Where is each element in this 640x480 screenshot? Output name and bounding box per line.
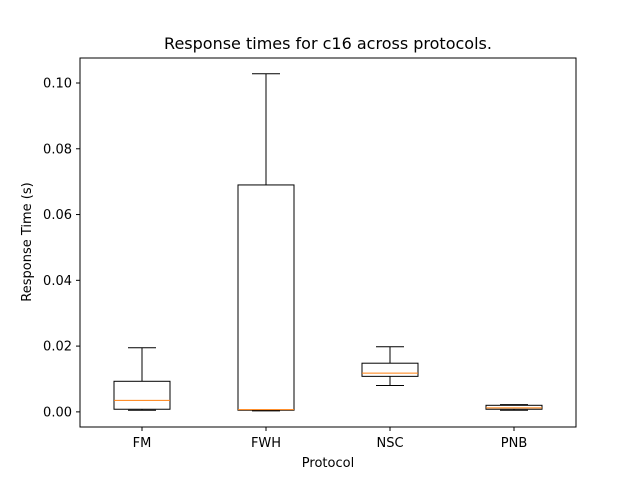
plot-area: 0.00 0.02 0.04 0.06 0.08 0.10 FM FWH NSC PNB (43, 57, 577, 451)
box-iqr (485, 404, 543, 410)
y-axis-label: Response Time (s) (20, 182, 35, 301)
chart-title: Response times for c16 across protocols. (164, 34, 492, 53)
plot-frame (79, 57, 577, 428)
x-tick-label: FWH (251, 436, 281, 451)
y-tick-label: 0.02 (43, 340, 72, 355)
x-tick-label: NSC (376, 436, 403, 451)
x-axis-label: Protocol (302, 456, 354, 471)
y-tick-label: 0.10 (43, 76, 72, 91)
y-tick-label: 0.06 (43, 208, 72, 223)
x-tick-label: PNB (501, 436, 527, 451)
box-iqr (113, 380, 171, 410)
y-tick-label: 0.04 (43, 274, 72, 289)
y-tick-label: 0.08 (43, 142, 72, 157)
box-iqr (361, 362, 419, 377)
box-iqr (237, 184, 295, 411)
x-tick-label: FM (133, 436, 152, 451)
y-tick-label: 0.00 (43, 405, 72, 420)
